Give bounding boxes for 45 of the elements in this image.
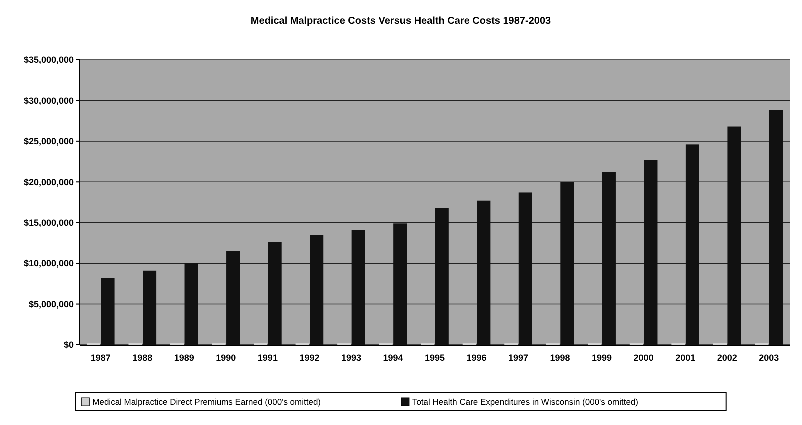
x-tick-label: 1990: [216, 353, 236, 363]
x-tick-label: 1997: [508, 353, 529, 363]
x-tick-label: 1991: [258, 353, 278, 363]
bar: [477, 200, 491, 345]
bar: [769, 110, 784, 345]
x-tick-label: 1992: [300, 353, 320, 363]
bar: [143, 270, 157, 345]
y-tick-label: $35,000,000: [24, 55, 74, 66]
x-tick-label: 2002: [717, 353, 738, 363]
chart-title: Medical Malpractice Costs Versus Health Care Costs 1987-2003: [250, 16, 552, 27]
bar: [435, 208, 449, 345]
x-tick-label: 1994: [383, 353, 404, 363]
x-tick-label: 1993: [341, 353, 362, 363]
bar: [686, 144, 700, 345]
x-tick-label: 1998: [550, 353, 570, 363]
bar: [560, 182, 574, 345]
y-tick-label: $20,000,000: [24, 177, 74, 188]
legend-label: Medical Malpractice Direct Premiums Earned (000's omitted): [92, 396, 322, 407]
x-tick-label: 1999: [592, 353, 612, 363]
bar: [352, 230, 366, 345]
y-tick-label: $25,000,000: [24, 136, 74, 147]
x-tick-label: 1995: [424, 353, 446, 363]
x-tick-label: 2003: [759, 353, 780, 363]
x-tick-label: 2000: [634, 353, 654, 363]
bar: [310, 235, 324, 345]
bar: [101, 278, 115, 345]
legend-label: Total Health Care Expenditures in Wisconsin (000's omitted): [412, 396, 639, 407]
y-tick-label: $10,000,000: [24, 258, 74, 269]
x-tick-label: 1988: [132, 353, 153, 363]
y-tick-label: $5,000,000: [28, 299, 74, 310]
bar: [184, 264, 198, 345]
x-tick-label: 1996: [466, 353, 487, 363]
x-tick-label: 2001: [676, 353, 696, 363]
x-tick-label: 1987: [90, 353, 111, 363]
bar: [394, 224, 408, 345]
y-tick-label: $15,000,000: [24, 218, 74, 228]
bar: [728, 126, 742, 345]
x-tick-label: 1989: [174, 353, 194, 363]
y-tick-label: $0: [64, 340, 74, 350]
bar: [268, 242, 282, 345]
bar: [518, 192, 532, 345]
y-tick-label: $30,000,000: [24, 96, 74, 106]
bar: [602, 172, 616, 345]
bar: [644, 160, 658, 345]
bar: [226, 251, 240, 345]
